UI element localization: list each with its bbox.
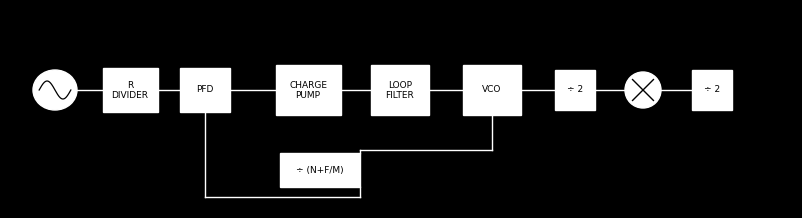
Text: ÷ 2: ÷ 2 (704, 85, 720, 94)
Text: ÷ 2: ÷ 2 (567, 85, 583, 94)
Text: PFD: PFD (196, 85, 213, 94)
Text: LOOP: LOOP (388, 82, 412, 90)
FancyBboxPatch shape (371, 65, 429, 115)
Text: ÷ (N+F/M): ÷ (N+F/M) (296, 165, 344, 174)
Text: CHARGE: CHARGE (289, 82, 327, 90)
FancyBboxPatch shape (280, 153, 360, 187)
Text: R: R (127, 82, 133, 90)
Ellipse shape (33, 70, 77, 110)
Circle shape (625, 72, 661, 108)
Text: DIVIDER: DIVIDER (111, 92, 148, 100)
Text: VCO: VCO (482, 85, 502, 94)
FancyBboxPatch shape (103, 68, 157, 112)
Text: PUMP: PUMP (295, 92, 321, 100)
FancyBboxPatch shape (555, 70, 595, 110)
FancyBboxPatch shape (463, 65, 521, 115)
FancyBboxPatch shape (692, 70, 732, 110)
FancyBboxPatch shape (276, 65, 341, 115)
Text: FILTER: FILTER (386, 92, 415, 100)
FancyBboxPatch shape (180, 68, 230, 112)
